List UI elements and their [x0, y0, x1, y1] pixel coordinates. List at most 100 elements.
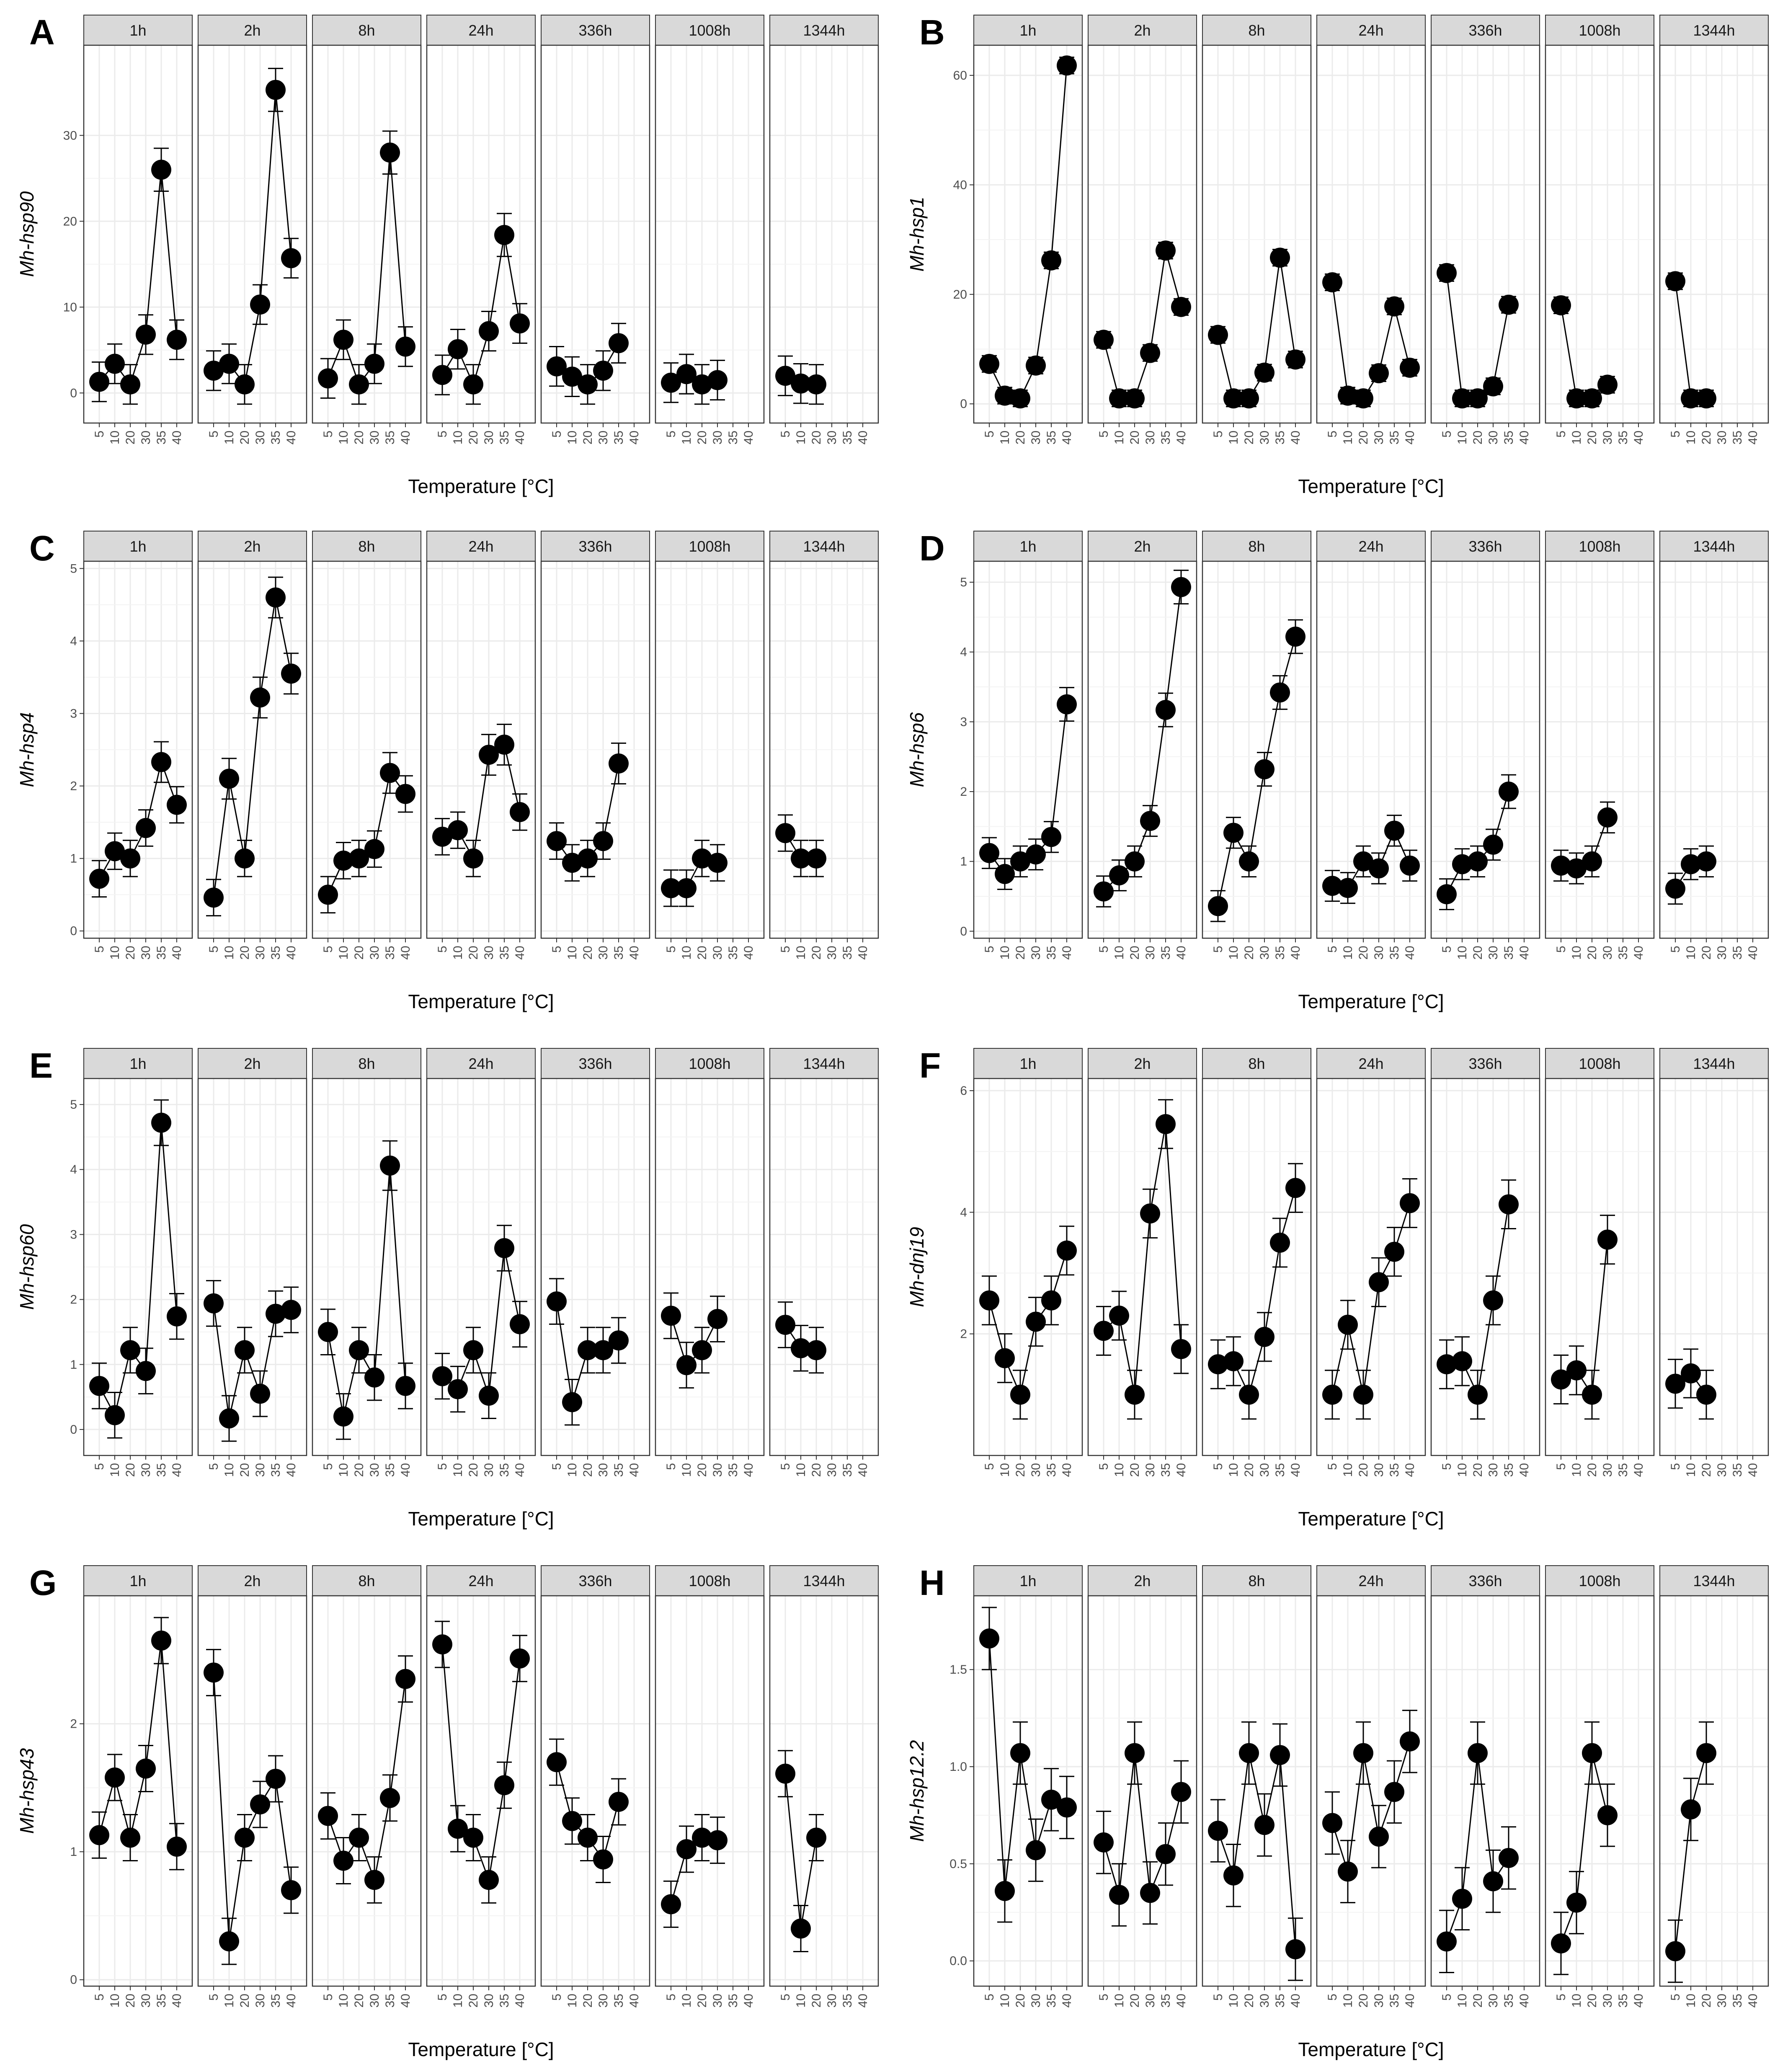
series-line	[1560, 1753, 1608, 1944]
x-tick-label: 10	[1112, 1994, 1126, 2007]
x-tick-label: 35	[1502, 1463, 1516, 1477]
x-tick-label: 10	[1570, 1463, 1584, 1477]
x-tick-label: 35	[383, 1994, 397, 2007]
facet-border	[312, 44, 422, 424]
data-point	[1338, 385, 1358, 406]
data-point	[1597, 1229, 1618, 1250]
data-point	[167, 330, 187, 350]
x-tick-label: 40	[284, 1994, 298, 2007]
data-point	[1254, 362, 1274, 383]
data-point	[707, 1309, 728, 1329]
facet-background	[974, 561, 1082, 938]
x-tick-label: 30	[139, 946, 153, 960]
data-point	[1026, 355, 1046, 376]
facet-strip-label: 24h	[468, 538, 493, 555]
facet-strip-label: 2h	[244, 22, 261, 39]
data-point	[105, 354, 125, 374]
data-point	[1208, 1821, 1228, 1841]
data-point	[1223, 388, 1244, 409]
facet-border	[540, 44, 650, 424]
facet-8h: 8h 5 10 20 30 35 40	[1202, 15, 1312, 444]
facet-border	[1202, 1078, 1312, 1456]
x-tick-label: 5	[550, 1994, 564, 2001]
facet-strip	[1202, 1565, 1311, 1596]
data-point	[318, 1322, 338, 1342]
data-point	[1681, 388, 1701, 409]
facet-1h: 1h 5 10 20 30 35 40	[973, 1048, 1083, 1477]
facet-strip	[1545, 1048, 1654, 1079]
facet-strip-label: 1h	[1019, 22, 1036, 39]
data-point	[593, 360, 613, 381]
data-point	[775, 1763, 795, 1784]
data-point	[1566, 388, 1587, 409]
data-point	[1322, 1384, 1342, 1405]
facet-strip	[1316, 1565, 1426, 1596]
x-tick-label: 10	[794, 946, 808, 960]
x-tick-label: 20	[1471, 431, 1485, 444]
data-point	[479, 1386, 499, 1406]
x-tick-label: 35	[1045, 1463, 1058, 1477]
facet-24h: 24h 5 10 20 30 35 40	[426, 15, 536, 444]
data-point	[1109, 388, 1129, 409]
facet-strip-label: 24h	[468, 1572, 493, 1589]
data-point	[1171, 577, 1191, 597]
data-point	[791, 848, 811, 869]
x-tick-label: 40	[742, 1463, 756, 1477]
data-point	[510, 1314, 530, 1334]
x-tick-label: 30	[596, 1463, 610, 1477]
x-tick-label: 10	[1684, 1463, 1698, 1477]
x-tick-label: 35	[498, 1463, 511, 1477]
data-point	[235, 848, 255, 869]
facet-strip	[769, 1565, 879, 1596]
x-tick-label: 10	[1684, 1994, 1698, 2007]
data-point	[1452, 1351, 1472, 1371]
facet-1344h: 1344h 5 10 20 30 35 40	[1659, 531, 1769, 960]
y-tick-label: 0	[960, 924, 967, 938]
x-tick-label: 35	[841, 1994, 854, 2007]
facet-background	[1660, 561, 1768, 938]
x-tick-label: 5	[1326, 431, 1339, 438]
series-line	[1331, 282, 1411, 399]
data-point	[1437, 1354, 1457, 1375]
x-tick-label: 40	[284, 1463, 298, 1477]
facet-strip-label: 336h	[578, 1572, 612, 1589]
data-point	[318, 1806, 338, 1826]
facet-strip-label: 1008h	[1579, 1572, 1620, 1589]
x-tick-label: 35	[726, 1463, 740, 1477]
x-tick-label: 35	[155, 946, 168, 960]
x-tick-label: 40	[1517, 1994, 1531, 2007]
data-point	[349, 848, 369, 869]
data-point	[1483, 1290, 1503, 1311]
x-axis-title: Temperature [°C]	[1298, 475, 1444, 497]
data-point	[562, 853, 582, 873]
data-point	[995, 1348, 1015, 1368]
x-tick-label: 20	[238, 431, 252, 444]
facet-border	[426, 560, 536, 939]
data-point	[1140, 1883, 1160, 1903]
data-point	[806, 1340, 826, 1360]
data-point	[661, 372, 681, 393]
x-tick-label: 30	[1715, 1994, 1729, 2007]
facet-background	[770, 1596, 878, 1986]
facet-strip-label: 336h	[1468, 22, 1502, 39]
data-point	[1551, 1933, 1571, 1953]
facet-strip-label: 1008h	[1579, 22, 1620, 39]
x-tick-label: 20	[1242, 1463, 1256, 1477]
y-tick-label: 0	[70, 386, 77, 400]
x-tick-label: 5	[1097, 946, 1111, 953]
facet-1008h: 1008h 5 10 20 30 35 40	[655, 1565, 765, 2007]
data-point	[151, 752, 171, 772]
facet-8h: 8h 5 10 20 30 35 40	[1202, 1048, 1312, 1477]
x-tick-label: 40	[856, 431, 870, 444]
facet-border	[1430, 1595, 1540, 1987]
facet-strip	[1659, 531, 1769, 562]
x-tick-label: 40	[742, 431, 756, 444]
data-point	[1239, 851, 1259, 872]
facet-24h: 24h 5 10 20 30 35 40	[426, 531, 536, 960]
facet-border	[1659, 1595, 1769, 1987]
y-tick-label: 10	[63, 300, 77, 314]
facet-border	[1545, 560, 1655, 939]
